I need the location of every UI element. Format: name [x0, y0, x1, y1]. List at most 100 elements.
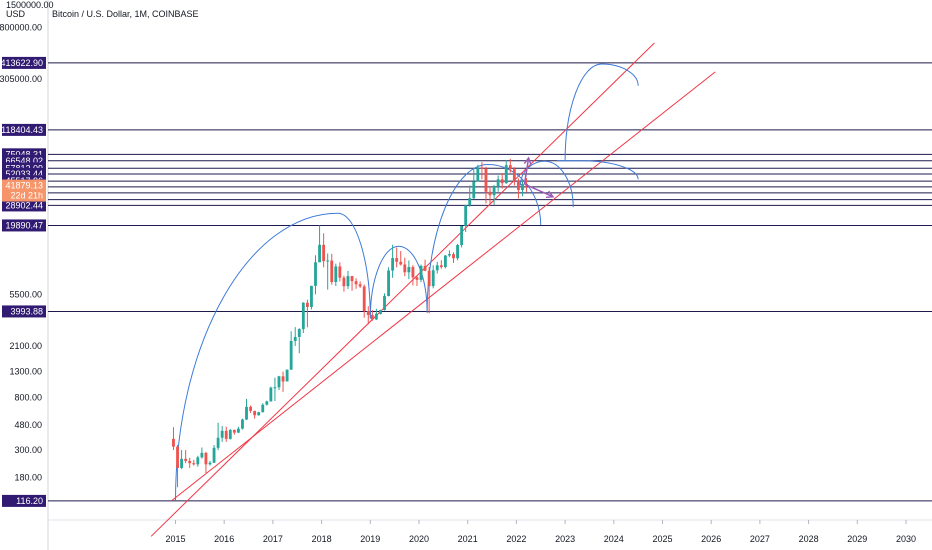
- candle-body: [257, 412, 261, 416]
- candle-body: [354, 281, 358, 285]
- projection-arc: [426, 164, 542, 313]
- current-price-label: 41879.13: [5, 181, 43, 191]
- level-badge-label: 19890.47: [5, 220, 43, 230]
- trendlines: [150, 42, 716, 537]
- candle-body: [192, 463, 196, 465]
- current-price-badge: 41879.13 22d 21h: [2, 179, 46, 202]
- level-badge: [2, 305, 46, 318]
- level-badge-label: 28902.44: [5, 200, 43, 210]
- candle-body: [346, 276, 350, 287]
- candle-body: [265, 401, 269, 405]
- time-tick-label: 2016: [214, 534, 234, 544]
- candle-body: [350, 276, 354, 282]
- candle-body: [468, 198, 472, 206]
- level-badge: [2, 199, 46, 212]
- projection-arrow-shaft: [523, 157, 530, 185]
- level-badge: [2, 219, 46, 232]
- candle-body: [443, 255, 447, 268]
- level-badge-label: 75048.31: [5, 149, 43, 159]
- candle-body: [338, 266, 342, 278]
- candle-body: [391, 258, 395, 271]
- candle-body: [521, 183, 524, 191]
- candle-body: [395, 258, 399, 262]
- time-tick-label: 2030: [896, 534, 916, 544]
- time-tick-label: 2028: [799, 534, 819, 544]
- chart-title: Bitcoin / U.S. Dollar, 1M, COINBASE: [52, 9, 199, 19]
- candle-body: [480, 167, 484, 169]
- candle-body: [269, 387, 273, 402]
- price-tick-label: 5500.00: [9, 289, 42, 299]
- candle-body: [330, 260, 334, 282]
- level-badge-label: 3993.88: [10, 306, 43, 316]
- candle-body: [358, 284, 362, 287]
- y-axis-top-label: 1500000.00: [6, 0, 54, 10]
- candle-body: [399, 261, 403, 265]
- price-tick-label: 305000.00: [0, 74, 42, 84]
- projection-arc: [369, 245, 428, 319]
- candlesticks: [172, 158, 528, 488]
- time-tick-label: 2022: [506, 534, 526, 544]
- candle-body: [370, 314, 374, 320]
- candle-body: [232, 429, 236, 433]
- time-axis-ticks: 2015 2016 2017 2018 2019 2020 2021 2022 2023 2024…: [165, 520, 916, 544]
- candle-body: [261, 404, 265, 413]
- candle-body: [448, 254, 451, 256]
- candle-body: [253, 410, 257, 416]
- candle-body: [387, 270, 390, 297]
- price-tick-label: 180.00: [14, 472, 42, 482]
- projection-arrow-head: [523, 156, 532, 165]
- candle-body: [245, 406, 248, 420]
- candle-body: [224, 430, 228, 439]
- level-badge: [2, 123, 46, 136]
- candle-body: [366, 311, 370, 315]
- candle-body: [297, 329, 301, 337]
- candle-body: [423, 265, 427, 271]
- level-badge: [2, 56, 46, 69]
- projection-arrow-shaft: [524, 183, 554, 198]
- candle-countdown-label: 22d 21h: [10, 191, 43, 201]
- candle-body: [188, 460, 192, 464]
- candle-body: [172, 438, 175, 447]
- candle-body: [289, 340, 293, 370]
- candle-body: [431, 270, 435, 287]
- candle-body: [484, 168, 488, 192]
- candle-body: [241, 419, 244, 429]
- candle-body: [334, 266, 338, 282]
- candle-body: [456, 245, 459, 259]
- candle-body: [184, 458, 188, 461]
- candle-body: [496, 179, 500, 187]
- candle-body: [512, 169, 516, 181]
- candle-body: [208, 462, 212, 465]
- candle-body: [176, 446, 179, 468]
- candle-body: [488, 191, 492, 196]
- candle-body: [500, 179, 504, 184]
- candle-body: [318, 244, 321, 263]
- trendline: [171, 71, 716, 502]
- level-badge-label: 66548.02: [5, 156, 43, 166]
- currency-label: USD: [6, 9, 26, 19]
- time-tick-label: 2021: [458, 534, 478, 544]
- candle-body: [419, 265, 423, 280]
- candle-body: [293, 336, 297, 341]
- candle-body: [472, 181, 476, 199]
- candle-body: [435, 265, 439, 271]
- time-tick-label: 2024: [604, 534, 624, 544]
- candle-body: [508, 165, 512, 170]
- time-tick-label: 2015: [165, 534, 185, 544]
- time-tick-label: 2017: [263, 534, 283, 544]
- price-axis-ticks: 800000.00 305000.00 5500.00 2100.00 1300.00 8…: [0, 23, 42, 483]
- candle-body: [407, 267, 411, 273]
- level-badge-label: 118404.43: [1, 125, 43, 135]
- candle-body: [249, 406, 252, 411]
- level-badge-label: 413622.90: [0, 58, 43, 68]
- price-tick-label: 480.00: [14, 420, 42, 430]
- projection-arc: [519, 160, 574, 208]
- candle-body: [504, 165, 508, 184]
- candle-body: [180, 458, 184, 468]
- candle-body: [383, 296, 386, 311]
- candle-body: [411, 267, 415, 278]
- candle-body: [204, 452, 208, 465]
- candle-body: [228, 429, 232, 439]
